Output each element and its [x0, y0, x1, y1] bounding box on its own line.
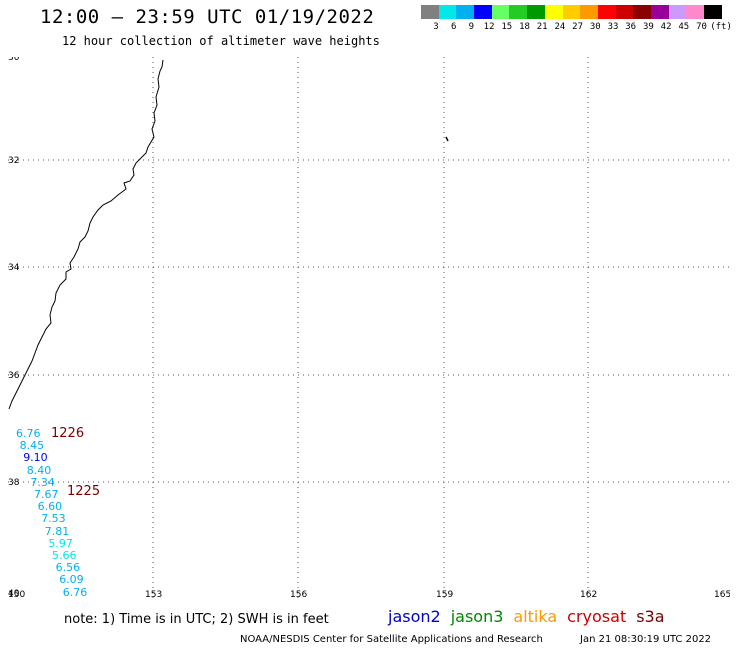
legend-swatch	[474, 5, 492, 19]
legend-swatch	[491, 5, 510, 19]
swh-observation: 8.40	[26, 463, 52, 477]
legend-label: 27	[572, 22, 584, 32]
legend-label: 9	[468, 22, 475, 32]
legend-swatch	[633, 5, 651, 19]
legend-swatch	[438, 5, 457, 19]
legend-label: 6	[450, 22, 457, 32]
legend-swatch	[456, 5, 475, 19]
lat-label: 38	[8, 478, 20, 488]
swh-observation: 6.76	[62, 585, 88, 599]
legend-swatch	[615, 5, 634, 19]
lat-label: 40	[8, 589, 20, 598]
pass-time-2: 1225	[67, 484, 101, 499]
legend-swatch	[597, 5, 616, 19]
swh-observation: 9.10	[23, 451, 48, 465]
lon-label: 165	[714, 590, 730, 598]
legend-label: (ft)	[710, 22, 732, 32]
lon-label: 156	[290, 590, 307, 598]
lat-label: 36	[8, 371, 20, 381]
swh-observation: 5.97	[48, 536, 73, 550]
swh-observation: 7.67	[34, 488, 59, 501]
mission-legend: jason2 jason3 altika cryosat s3a	[388, 607, 675, 626]
swh-observation: 6.09	[59, 573, 84, 587]
lon-label: 153	[145, 590, 162, 598]
coastline	[8, 59, 164, 410]
mission-label: cryosat	[567, 607, 627, 626]
legend-label: 15	[501, 22, 513, 32]
legend-label: 42	[660, 22, 672, 32]
legend-label: 12	[483, 22, 495, 32]
legend-label: 45	[678, 22, 690, 32]
swh-observation: 7.34	[30, 475, 55, 489]
graticule	[8, 57, 730, 598]
latitude-labels: 30 32 34 36 38 40	[8, 57, 20, 598]
generated-timestamp: Jan 21 08:30:19 UTC 2022	[580, 634, 712, 645]
swh-observation: 8.45	[19, 439, 45, 453]
wave-height-map: 30 32 34 36 38 40 150 153 156 159 162 165	[8, 57, 730, 598]
legend-swatch	[686, 5, 704, 19]
legend-swatch	[650, 5, 669, 19]
legend-label: 24	[554, 22, 566, 32]
legend-label: 3	[433, 22, 439, 32]
lat-label: 30	[8, 57, 20, 63]
legend-swatch	[704, 5, 722, 19]
legend-label: 70	[696, 22, 707, 32]
pass-time-1: 1226	[51, 426, 85, 441]
color-legend	[421, 5, 722, 19]
mission-label: s3a	[636, 607, 665, 626]
swh-observation: 5.66	[52, 549, 77, 562]
lat-label: 32	[8, 156, 19, 166]
legend-label: 21	[536, 22, 548, 32]
swh-observation: 6.56	[55, 561, 81, 575]
legend-swatch	[580, 5, 598, 19]
legend-swatch	[527, 5, 545, 19]
mission-label: jason3	[450, 607, 504, 626]
swh-observation: 6.60	[37, 500, 63, 514]
legend-swatch	[509, 5, 528, 19]
mission-label: altika	[513, 607, 558, 626]
legend-label: 18	[519, 22, 530, 32]
lon-label: 150	[8, 590, 25, 598]
map-title: 12:00 – 23:59 UTC 01/19/2022	[40, 6, 375, 28]
credit-text: NOAA/NESDIS Center for Satellite Applica…	[240, 634, 543, 645]
legend-label: 36	[625, 22, 637, 32]
map-subtitle: 12 hour collection of altimeter wave hei…	[62, 34, 380, 48]
lon-label: 162	[580, 590, 597, 598]
footer-note: note: 1) Time is in UTC; 2) SWH is in fe…	[64, 612, 329, 627]
lon-label: 159	[436, 590, 453, 598]
legend-swatch	[668, 5, 687, 19]
legend-swatch	[544, 5, 563, 19]
legend-label: 39	[642, 22, 654, 32]
legend-swatch	[562, 5, 581, 19]
swh-observation: 7.53	[41, 512, 66, 526]
swh-observation: 6.76	[16, 427, 41, 440]
swh-observation: 7.81	[44, 524, 70, 538]
legend-label: 33	[607, 22, 619, 32]
longitude-labels: 150 153 156 159 162 165	[8, 590, 730, 598]
legend-label: 30	[589, 22, 601, 32]
legend-swatch	[421, 5, 439, 19]
island-mark	[445, 136, 449, 142]
lat-label: 34	[8, 263, 20, 273]
mission-label: jason2	[388, 607, 441, 626]
